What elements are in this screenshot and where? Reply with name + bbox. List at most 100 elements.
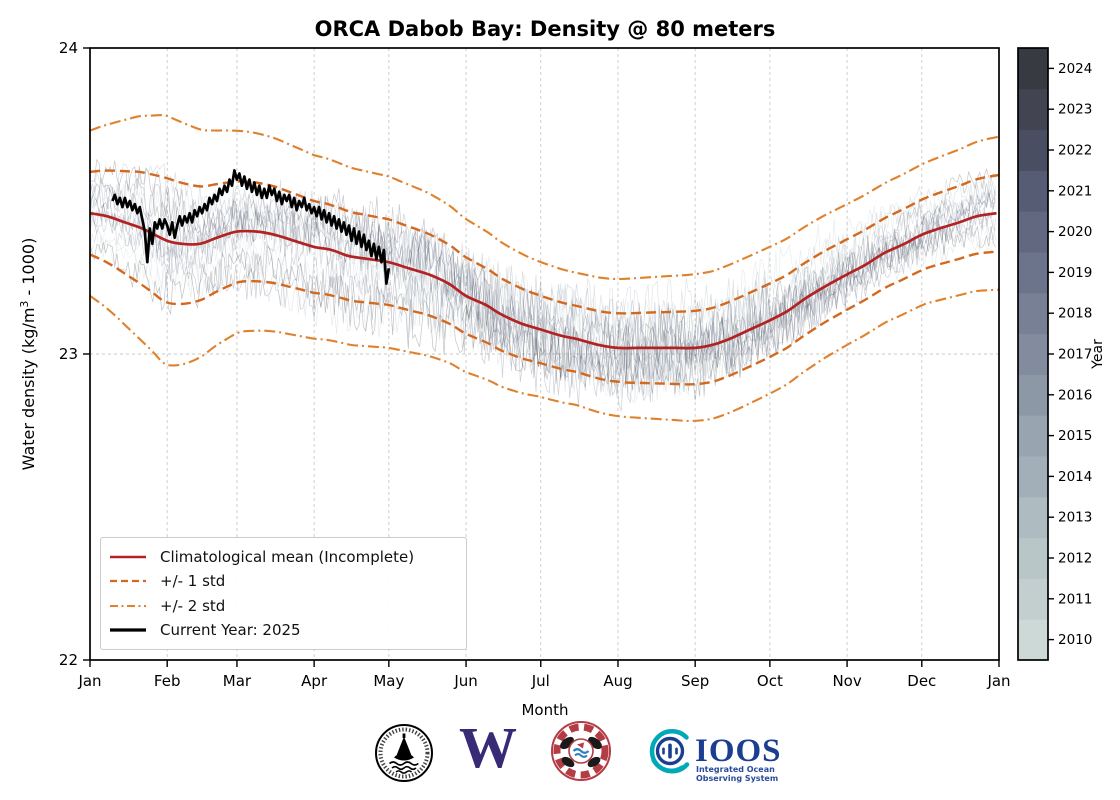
colorbar-tick-label: 2014	[1058, 469, 1092, 485]
x-tick-label: Apr	[301, 672, 328, 690]
legend: Climatological mean (Incomplete) +/- 1 s…	[100, 537, 467, 650]
minus-1std-line	[90, 250, 999, 386]
colorbar-tick-label: 2013	[1058, 510, 1092, 526]
colorbar-band	[1018, 129, 1048, 171]
colorbar-band	[1018, 415, 1048, 457]
x-tick-label: May	[373, 672, 404, 690]
historical-year-lines	[90, 158, 996, 412]
colorbar-tick-label: 2015	[1058, 428, 1092, 444]
legend-item-1std: +/- 1 std	[109, 569, 456, 593]
legend-line-current-year-icon	[110, 628, 146, 632]
y-tick-label: 24	[59, 39, 78, 57]
historical-year-line	[90, 205, 996, 412]
historical-year-line	[90, 158, 996, 380]
legend-line-1std-icon	[110, 580, 146, 583]
colorbar-band	[1018, 333, 1048, 375]
historical-year-line	[90, 189, 996, 386]
historical-year-line	[90, 183, 996, 372]
x-tick-label: Nov	[832, 672, 861, 690]
uw-logo-letter: W	[459, 718, 517, 780]
colorbar-tick-label: 2021	[1058, 183, 1092, 199]
y-axis-label-suffix: - 1000)	[19, 237, 39, 301]
colorbar-tick-label: 2016	[1058, 387, 1092, 403]
colorbar-tick-label: 2010	[1058, 632, 1092, 648]
colorbar-tick-label: 2024	[1058, 61, 1092, 77]
tick-labels: Jan Feb Mar Apr May Jun Jul Aug Sep Oct Nov Dec Jan 2…	[59, 39, 1011, 690]
x-tick-label: Jan	[77, 672, 101, 690]
historical-year-line	[90, 180, 996, 363]
colorbar-band	[1018, 48, 1048, 90]
legend-item-climatological-mean: Climatological mean (Incomplete)	[109, 545, 456, 569]
colorbar-band	[1018, 292, 1048, 335]
x-tick-label: Jan	[986, 672, 1010, 690]
x-tick-label: Feb	[154, 672, 181, 690]
x-tick-label: Jun	[453, 672, 477, 690]
ioos-logo-subtitle-line2: Observing System	[696, 774, 778, 783]
colorbar-tick-label: 2022	[1058, 143, 1092, 159]
colorbar-tick-label: 2011	[1058, 591, 1092, 607]
historical-year-line	[90, 179, 996, 375]
colorbar-band	[1018, 578, 1048, 620]
colorbar-band	[1018, 496, 1048, 539]
y-axis-label-superscript: 3	[17, 300, 31, 308]
x-tick-label: Dec	[907, 672, 936, 690]
x-tick-label: Sep	[681, 672, 709, 690]
historical-year-line	[90, 209, 996, 401]
colorbar-tick-label: 2012	[1058, 551, 1092, 567]
y-axis-label-text: Water density (kg/m	[19, 307, 39, 471]
ioos-logo-wordmark: IOOS	[695, 733, 782, 769]
historical-year-line	[90, 192, 996, 390]
climatological-mean-line	[90, 211, 997, 350]
legend-line-mean-icon	[110, 555, 146, 559]
historical-year-line	[90, 218, 996, 403]
colorbar-tick-label: 2023	[1058, 102, 1092, 118]
historical-year-line	[90, 195, 996, 372]
y-tick-label: 23	[59, 345, 78, 363]
historical-year-line	[90, 177, 996, 396]
x-axis-label: Month	[521, 701, 569, 719]
legend-label: +/- 1 std	[160, 572, 226, 591]
chart-title: ORCA Dabob Bay: Density @ 80 meters	[314, 17, 776, 41]
colorbar-band	[1018, 537, 1048, 579]
climatology-curves	[90, 114, 999, 422]
colorbar-band	[1018, 456, 1048, 498]
minus-2std-line	[90, 288, 999, 422]
current-year-line	[111, 169, 391, 285]
legend-label: Climatological mean (Incomplete)	[160, 548, 415, 567]
legend-line-2std-icon	[110, 604, 146, 607]
x-tick-label: Oct	[757, 672, 783, 690]
legend-label: Current Year: 2025	[160, 620, 301, 639]
historical-year-line	[90, 178, 996, 339]
orca-buoy-logo	[375, 724, 433, 782]
y-tick-label: 22	[59, 651, 78, 669]
colorbar-band	[1018, 374, 1048, 416]
historical-year-line	[90, 224, 996, 401]
uw-logo: W	[459, 718, 517, 780]
colorbar: 2010 2011 2012 2013 2014 2015 2016 2017 2018 2019…	[1017, 47, 1092, 661]
colorbar-band	[1018, 252, 1048, 294]
x-tick-label: Jul	[531, 672, 550, 690]
ioos-logo-subtitle-line1: Integrated Ocean	[696, 765, 775, 774]
legend-item-2std: +/- 2 std	[109, 594, 456, 618]
gridlines	[90, 48, 999, 660]
colorbar-band	[1018, 619, 1048, 661]
axis-ticks	[83, 47, 1000, 667]
x-tick-label: Mar	[223, 672, 252, 690]
legend-label: +/- 2 std	[160, 596, 226, 615]
y-axis-label: Water density (kg/m3 - 1000)	[18, 238, 38, 471]
historical-year-line	[90, 210, 996, 382]
logo-row: W IOOS Integrated Ocean Observing System	[375, 718, 782, 783]
plus-2std-line	[90, 114, 999, 281]
colorbar-tick-label: 2018	[1058, 306, 1092, 322]
colorbar-axis-label: Year	[1090, 339, 1106, 369]
colorbar-tick-label: 2020	[1058, 224, 1092, 240]
colorbar-band	[1018, 88, 1048, 131]
x-tick-label: Aug	[603, 672, 632, 690]
colorbar-tick-label: 2017	[1058, 347, 1092, 363]
legend-item-current-year: Current Year: 2025	[109, 618, 456, 642]
tribal-seal-logo	[551, 721, 611, 781]
colorbar-band	[1018, 211, 1048, 253]
colorbar-band	[1018, 170, 1048, 212]
